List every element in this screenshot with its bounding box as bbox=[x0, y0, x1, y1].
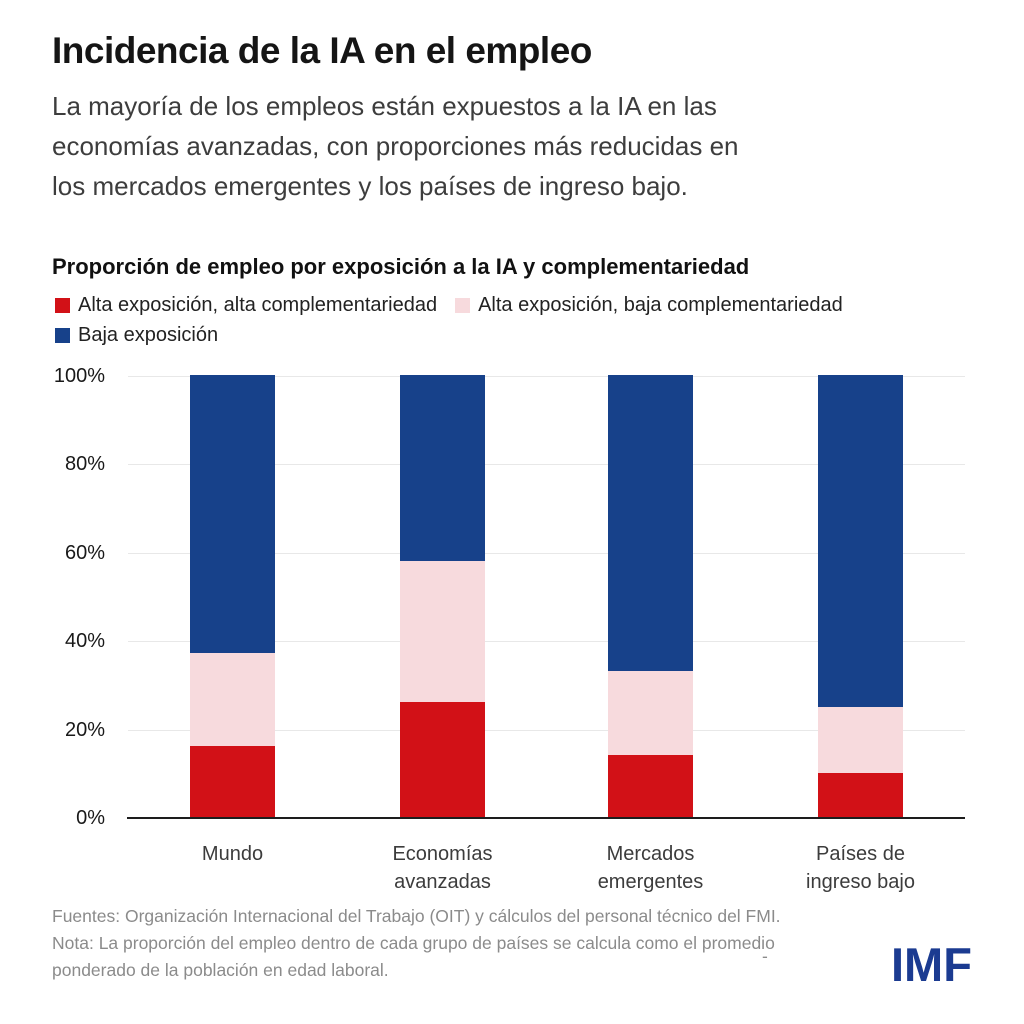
plot-area: 100% 80% 60% 40% 20% 0% Mundo Economías avanzad… bbox=[0, 365, 1024, 893]
bar-segment bbox=[190, 375, 275, 654]
bar-segment bbox=[818, 375, 903, 707]
legend-item-2: Baja exposición bbox=[55, 324, 218, 347]
legend-swatch-icon bbox=[55, 328, 70, 343]
gridline-80 bbox=[128, 464, 965, 466]
note-text: Nota: La proporción del empleo dentro de… bbox=[52, 933, 775, 980]
bar-segment bbox=[608, 375, 693, 672]
gridline-100 bbox=[128, 376, 965, 377]
bar-segment bbox=[400, 560, 485, 703]
y-tick-label-20: 20% bbox=[64, 718, 105, 741]
y-tick-label-40: 40% bbox=[64, 630, 105, 653]
stacked-bar-1 bbox=[400, 375, 485, 817]
y-tick-label-0: 0% bbox=[76, 807, 105, 829]
y-tick-label-100: 100% bbox=[53, 365, 105, 387]
bar-segment bbox=[818, 772, 903, 817]
bar-segment bbox=[818, 706, 903, 773]
sources-and-note-text: Fuentes: Organización Internacional del … bbox=[52, 903, 852, 984]
bar-segment bbox=[608, 755, 693, 817]
legend-swatch-icon bbox=[455, 298, 471, 313]
chart-legend: Alta exposición, alta complementariedad A… bbox=[55, 294, 975, 347]
bar-segment bbox=[608, 671, 693, 756]
gridline-60 bbox=[128, 552, 965, 554]
bar-segment bbox=[400, 375, 485, 561]
bar-segment bbox=[190, 653, 275, 747]
legend-label: Alta exposición, baja complementariedad bbox=[478, 294, 843, 316]
x-tick-label-0: Mundo bbox=[201, 843, 264, 865]
legend-label: Baja exposición bbox=[78, 324, 219, 346]
stacked-bar-3 bbox=[818, 375, 903, 817]
bar-segment bbox=[400, 702, 485, 817]
page-subtitle: La mayoría de los empleos están expuesto… bbox=[52, 91, 739, 201]
legend-label: Alta exposición, alta complementariedad bbox=[78, 294, 438, 316]
chart-title: Proporción de empleo por exposición a la… bbox=[52, 254, 750, 279]
x-axis-line bbox=[127, 817, 965, 819]
x-tick-label-1: Economías avanzadas bbox=[392, 843, 493, 893]
imf-logo: IMF bbox=[891, 938, 972, 991]
legend-item-1: Alta exposición, baja complementariedad bbox=[455, 294, 843, 317]
gridline-40 bbox=[128, 641, 965, 643]
y-tick-label-80: 80% bbox=[64, 453, 105, 476]
footnote-dash: - bbox=[762, 946, 768, 966]
x-tick-label-3: Países de ingreso bajo bbox=[806, 843, 915, 893]
legend-swatch-icon bbox=[55, 298, 70, 313]
stacked-bar-2 bbox=[608, 375, 693, 817]
stacked-bar-0 bbox=[190, 375, 275, 817]
y-tick-label-60: 60% bbox=[64, 541, 105, 564]
x-tick-label-2: Mercados emergentes bbox=[597, 843, 704, 893]
legend-item-0: Alta exposición, alta complementariedad bbox=[55, 294, 437, 317]
bar-segment bbox=[190, 746, 275, 817]
gridline-20 bbox=[128, 729, 965, 731]
sources-text: Fuentes: Organización Internacional del … bbox=[52, 906, 781, 926]
page-title: Incidencia de la IA en el empleo bbox=[52, 30, 592, 71]
